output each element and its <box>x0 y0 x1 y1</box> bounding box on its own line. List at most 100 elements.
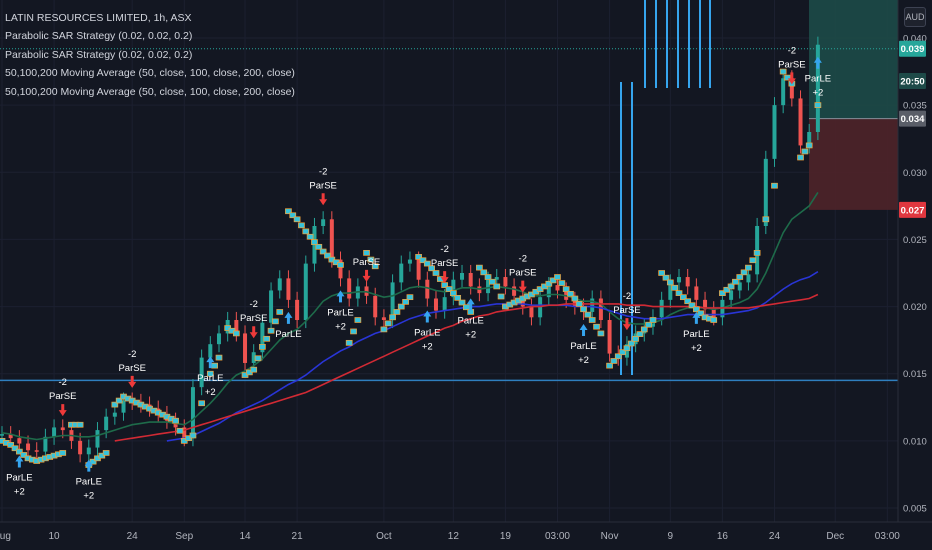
candle-body-40 <box>347 278 352 299</box>
candle-body-5 <box>43 436 48 452</box>
time-axis[interactable]: Aug 10 24 Sep 14 21 Oct 12 19 03:00 Nov 9 16 24 Dec 03:… <box>0 521 932 550</box>
candle-body-91 <box>789 78 794 99</box>
signal-label-16: ParLE <box>683 329 709 340</box>
candle-body-12 <box>104 416 109 431</box>
price-tag-bg-0 <box>899 40 926 57</box>
short-arrow-3 <box>128 375 137 388</box>
price-tag-last: 0.039 <box>899 40 926 57</box>
sar-dot-mid-24 <box>211 362 219 369</box>
legend-indicator-ma-1[interactable]: 50,100,200 Moving Average (50, close, 10… <box>5 67 295 80</box>
sar-dot-57 <box>493 283 501 290</box>
candle-body-61 <box>529 306 534 318</box>
candle-body-3 <box>26 443 31 451</box>
signal-label-13: ParSE <box>509 268 536 279</box>
sar-dot-46 <box>397 303 405 310</box>
candle-body-90 <box>781 78 786 106</box>
signal-label-18: ParLE <box>805 74 831 85</box>
sar-dot-mid-55 <box>480 269 488 276</box>
candle-body-79 <box>685 277 690 287</box>
candle-body-57 <box>494 277 499 280</box>
sar-dot-40 <box>345 339 353 346</box>
legend-symbol[interactable]: LATIN RESOURCES LIMITED, 1h, ASX <box>5 12 192 24</box>
candle-body-30 <box>260 322 265 353</box>
signal-long-12: ParLE +2 <box>457 298 484 340</box>
candle-body-81 <box>703 299 708 310</box>
long-arrow-2 <box>84 459 93 472</box>
signal-long-14: ParLE +2 <box>570 323 597 366</box>
price-axis[interactable]: 0.040 0.035 0.030 0.025 0.020 0.015 0.010 0.005 <box>897 0 932 550</box>
legend-indicator-sar-1[interactable]: Parabolic SAR Strategy (0.02, 0.02, 0.2) <box>5 30 193 43</box>
sar-dot-80 <box>693 306 700 313</box>
candle-body-4 <box>34 450 39 452</box>
candle-body-69 <box>598 298 603 320</box>
sar-dot-37 <box>319 248 327 255</box>
price-tag-bg-3 <box>899 201 926 218</box>
sar-dot-mid-83 <box>723 286 731 293</box>
candle-body-80 <box>694 286 699 300</box>
signal-label-17: ParSE <box>778 59 805 70</box>
sar-dot-24 <box>206 370 214 377</box>
sar-dot-68 <box>588 317 596 323</box>
signal-label-11: ParSE <box>431 258 458 269</box>
sar-dot-mid-66 <box>575 301 583 307</box>
sar-dot-mid-34 <box>298 222 305 229</box>
candle-body-89 <box>772 105 777 159</box>
candle-body-86 <box>746 274 751 283</box>
sar-dot-67 <box>580 306 587 313</box>
sar-dot-42 <box>363 250 370 256</box>
sar-dot-mid-13 <box>115 397 123 404</box>
sar-dot-2 <box>16 448 23 455</box>
sar-dot-mid-78 <box>679 294 687 301</box>
sar-dot-mid-31 <box>272 318 279 325</box>
candle-body-37 <box>321 219 326 226</box>
signal-short-9: ParSE <box>353 257 380 282</box>
signal-long-16: ParLE +2 <box>683 311 710 354</box>
sar-dot-mid-57 <box>497 293 505 300</box>
sar-dot-mid-42 <box>367 256 375 263</box>
sar-dot-39 <box>337 262 344 268</box>
sar-dot-mid-80 <box>697 310 705 317</box>
sar-dot-mid-36 <box>315 243 323 250</box>
sar-dot-71 <box>614 353 622 360</box>
ma-line-1 <box>166 271 819 442</box>
signal-long-0: ParLE +2 <box>6 455 33 498</box>
price-tick-0: 0.040 <box>903 34 927 45</box>
candle-body-29 <box>251 352 256 363</box>
price-tick-2: 0.030 <box>903 168 927 179</box>
signal-qty-13: -2 <box>519 254 527 265</box>
legend-indicator-sar-2[interactable]: Parabolic SAR Strategy (0.02, 0.02, 0.2) <box>5 48 193 61</box>
chart-legend: LATIN RESOURCES LIMITED, 1h, ASX Parabol… <box>5 9 295 101</box>
signal-long-18: ParLE +2 <box>805 56 831 99</box>
candle-body-25 <box>216 333 221 345</box>
signal-label-0: ParLE <box>6 473 32 484</box>
sar-dot-90 <box>779 68 787 75</box>
signal-qty-4: +2 <box>205 387 216 398</box>
sar-dot-43 <box>371 263 379 270</box>
signal-label-4: ParLE <box>197 373 223 384</box>
short-arrow-15 <box>622 318 631 331</box>
candle-body-31 <box>269 290 274 323</box>
sar-dot-mid-49 <box>428 265 435 272</box>
ma-line-2 <box>114 293 819 442</box>
candle-body-88 <box>763 158 768 226</box>
sar-dot-mid-46 <box>402 299 409 305</box>
price-tick-1: 0.035 <box>903 101 927 112</box>
price-tick-5: 0.015 <box>903 369 927 380</box>
legend-indicator-ma-2[interactable]: 50,100,200 Moving Average (50, close, 10… <box>5 85 295 98</box>
sar-dot-89 <box>771 182 778 189</box>
ma-line-0 <box>1 191 819 441</box>
candle-body-52 <box>451 279 456 298</box>
sar-dot-mid-33 <box>289 212 297 219</box>
signal-qty-0: +2 <box>14 487 25 498</box>
chart-grid <box>0 0 898 522</box>
currency-badge[interactable]: AUD <box>904 7 926 27</box>
signal-label-9: ParSE <box>353 257 380 268</box>
sar-dot-mid-71 <box>619 349 626 356</box>
candle-body-33 <box>286 278 291 300</box>
sar-dot-33 <box>285 208 292 215</box>
candle-body-56 <box>486 279 491 294</box>
sar-dot-mid-72 <box>627 340 635 347</box>
sar-dot-53 <box>458 299 466 306</box>
price-tag-label-3: 0.027 <box>901 205 925 216</box>
